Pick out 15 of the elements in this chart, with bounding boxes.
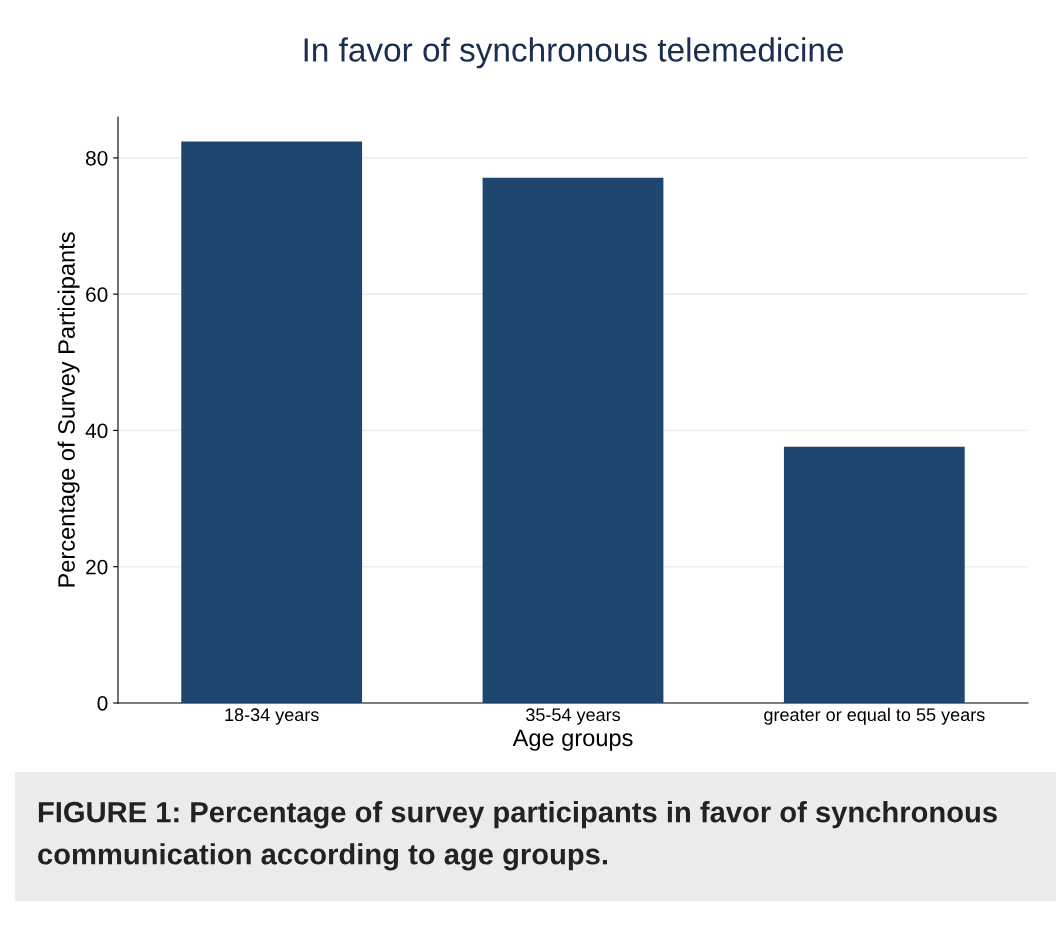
y-tick-label: 20 [86,559,108,575]
y-tick-label: 0 [97,696,108,711]
bar [482,177,664,703]
x-tick-label: 18-34 years [225,708,319,725]
bar [783,446,965,703]
caption: FIGURE 1: Percentage of survey participants in favor of synchronous communication according to age groups. [38,801,997,871]
x-tick-label: 35-54 years [526,708,621,725]
y-tick-label: 60 [86,287,108,302]
y-axis-title: Percentage of Survey Participants [57,232,80,587]
x-axis-title: Age groups [512,729,633,751]
x-tick-label: greater or equal to 55 years [764,707,985,725]
chart-title: In favor of synchronous telemedicine [304,37,843,69]
y-tick-label: 40 [85,423,108,439]
bar [181,141,363,703]
y-tick-label: 80 [86,150,108,166]
